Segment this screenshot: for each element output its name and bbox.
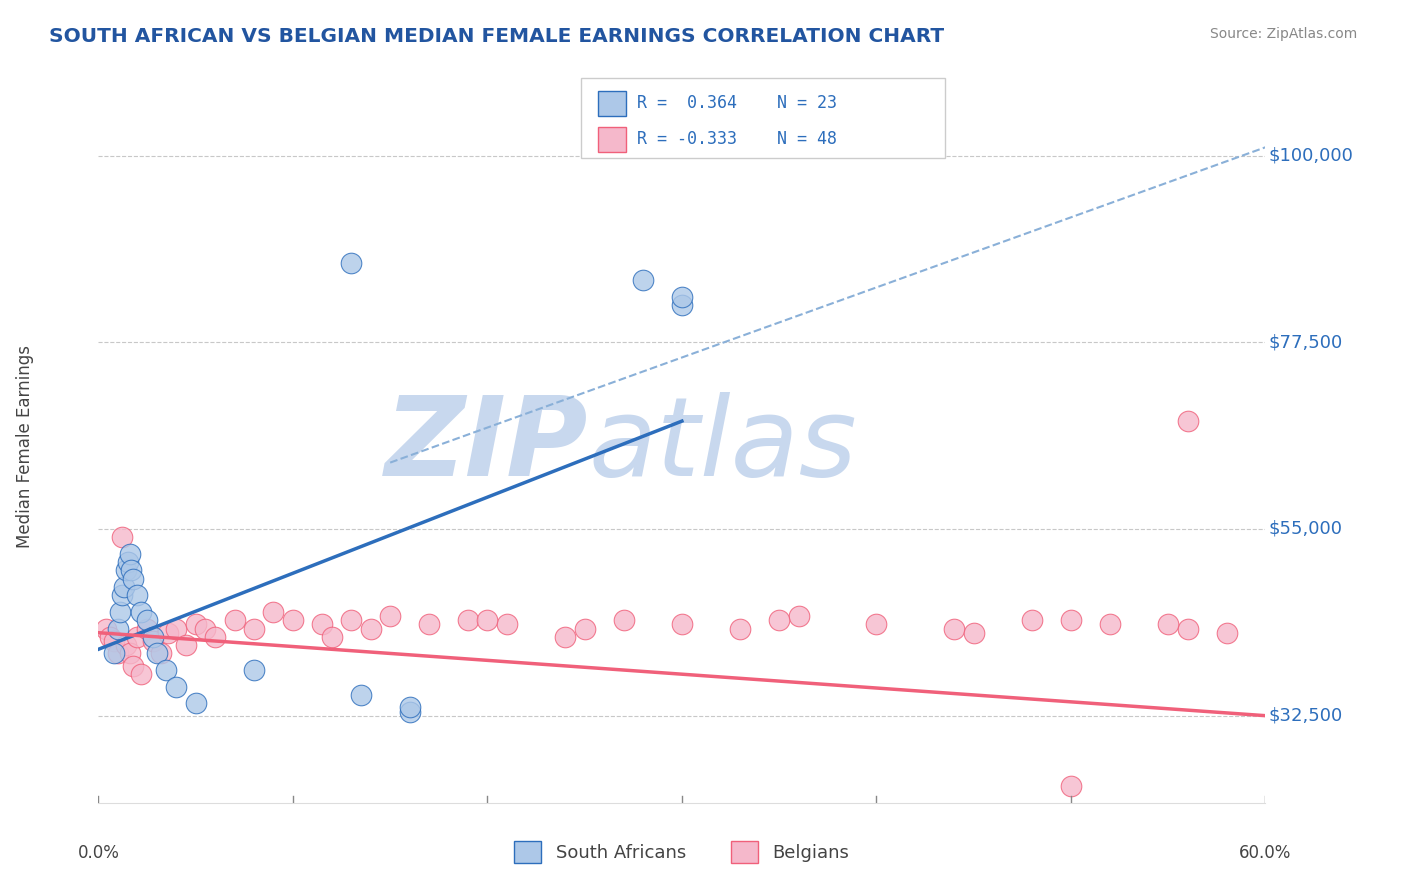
Point (184, 617, 207, 632)
Point (103, 634, 125, 648)
Point (155, 663, 177, 677)
Point (112, 580, 135, 594)
Point (136, 622, 159, 636)
Point (554, 630, 576, 644)
Text: Median Female Earnings: Median Female Earnings (17, 344, 34, 548)
Point (111, 588, 134, 602)
Point (398, 705, 420, 719)
Point (146, 647, 169, 661)
Point (98, 630, 121, 644)
Point (943, 622, 966, 636)
Point (127, 630, 149, 644)
Point (118, 647, 141, 661)
Point (194, 622, 217, 636)
Point (730, 622, 752, 636)
Point (768, 613, 790, 627)
Text: atlas: atlas (589, 392, 858, 500)
Text: 60.0%: 60.0% (1239, 845, 1292, 863)
Point (398, 700, 420, 714)
Point (142, 634, 165, 648)
Text: $100,000: $100,000 (1268, 146, 1354, 165)
Point (96, 622, 118, 636)
Point (787, 609, 810, 624)
Point (118, 547, 141, 561)
Point (350, 688, 373, 702)
Point (243, 663, 266, 677)
Text: R =  0.364    N = 23: R = 0.364 N = 23 (637, 94, 837, 112)
Point (1060, 779, 1083, 793)
Point (360, 622, 382, 636)
Point (311, 617, 333, 632)
Point (243, 622, 266, 636)
Point (574, 622, 596, 636)
Point (281, 613, 304, 627)
Point (117, 555, 139, 569)
Text: Source: ZipAtlas.com: Source: ZipAtlas.com (1209, 27, 1357, 41)
Point (111, 530, 134, 544)
Point (1157, 617, 1180, 632)
Point (127, 588, 149, 602)
Legend: South Africans, Belgians: South Africans, Belgians (505, 832, 859, 872)
Point (962, 625, 984, 640)
Point (1177, 414, 1199, 428)
Point (122, 572, 145, 586)
Point (149, 647, 172, 661)
Point (107, 647, 129, 661)
Point (107, 622, 129, 636)
Point (1060, 613, 1083, 627)
Point (103, 647, 125, 661)
Point (671, 298, 693, 312)
Point (184, 696, 207, 710)
Text: 0.0%: 0.0% (77, 845, 120, 863)
Point (418, 617, 440, 632)
Text: $55,000: $55,000 (1268, 520, 1343, 538)
Point (340, 613, 363, 627)
Point (114, 564, 136, 578)
Point (1177, 622, 1199, 636)
Point (1215, 625, 1237, 640)
Point (174, 638, 197, 652)
Point (1021, 613, 1043, 627)
Point (122, 659, 145, 673)
Point (457, 613, 479, 627)
Point (224, 613, 246, 627)
Text: $77,500: $77,500 (1268, 334, 1343, 351)
Point (121, 564, 143, 578)
Point (380, 609, 402, 624)
Text: R = -0.333    N = 48: R = -0.333 N = 48 (637, 130, 837, 148)
Point (1098, 617, 1121, 632)
Point (157, 625, 180, 640)
Point (340, 256, 363, 270)
Text: SOUTH AFRICAN VS BELGIAN MEDIAN FEMALE EARNINGS CORRELATION CHART: SOUTH AFRICAN VS BELGIAN MEDIAN FEMALE E… (49, 27, 945, 45)
Text: ZIP: ZIP (385, 392, 589, 500)
Point (165, 622, 187, 636)
Point (262, 605, 284, 619)
Point (204, 630, 226, 644)
Point (165, 680, 187, 694)
Point (671, 617, 693, 632)
Point (136, 613, 159, 627)
Point (114, 638, 136, 652)
Point (631, 273, 654, 287)
Point (671, 290, 693, 304)
Point (129, 667, 152, 681)
Point (108, 605, 131, 619)
Point (496, 617, 519, 632)
Point (142, 630, 165, 644)
Point (613, 613, 636, 627)
Text: $32,500: $32,500 (1268, 706, 1343, 724)
Point (865, 617, 887, 632)
Point (129, 605, 152, 619)
Point (321, 630, 343, 644)
Point (477, 613, 499, 627)
